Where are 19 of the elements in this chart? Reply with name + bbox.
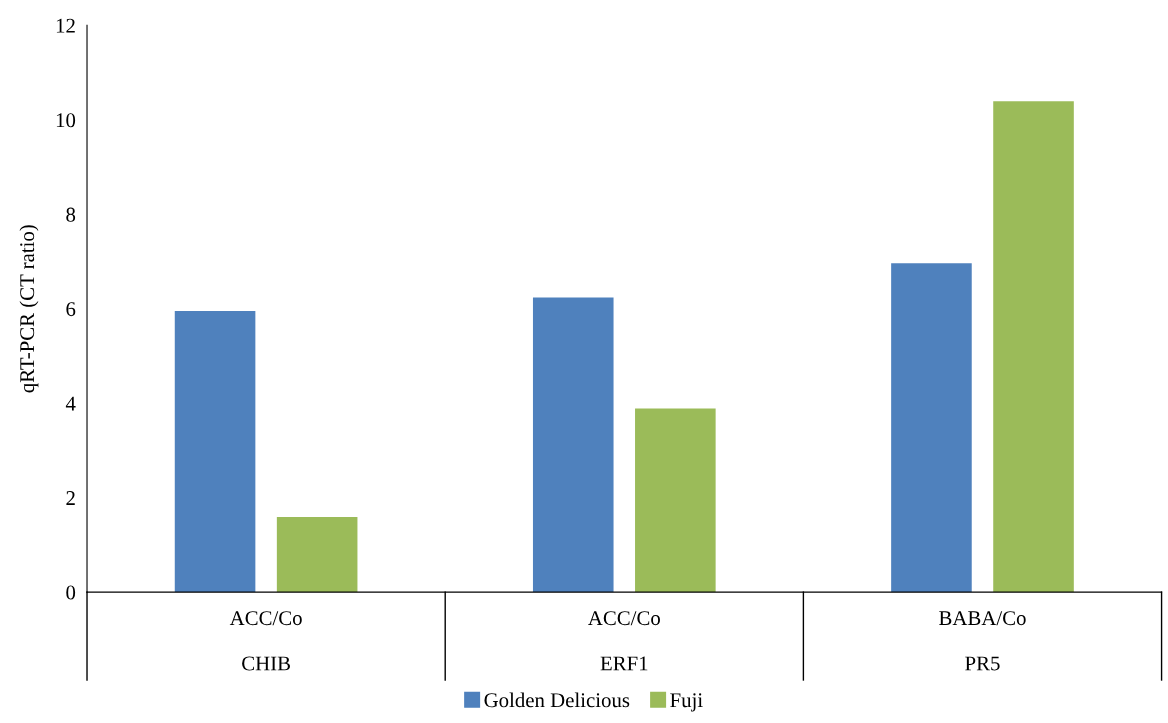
bar	[276, 517, 358, 593]
y-tick-label: 10	[56, 113, 76, 128]
bar	[635, 408, 716, 593]
bar	[174, 311, 256, 593]
category-label: ACC/Co CHIB	[229, 611, 302, 671]
y-tick-label: 8	[66, 207, 76, 222]
y-tick-label: 4	[65, 396, 76, 411]
y-tick-label: 12	[56, 18, 75, 33]
y-tick-label: 6	[66, 302, 76, 317]
bar	[993, 101, 1074, 593]
bar	[891, 263, 972, 593]
legend-label: Fuji	[670, 693, 703, 712]
y-axis-title: qRT-PCR (CT ratio)	[19, 225, 39, 393]
y-tick-label: 2	[66, 491, 75, 505]
legend-label: Golden Delicious	[484, 692, 630, 708]
category-label: ACC/Co ERF1	[588, 611, 660, 671]
y-tick-label: 0	[66, 585, 76, 600]
bar	[532, 297, 614, 593]
category-label: BABA/Co PR5	[939, 611, 1026, 671]
